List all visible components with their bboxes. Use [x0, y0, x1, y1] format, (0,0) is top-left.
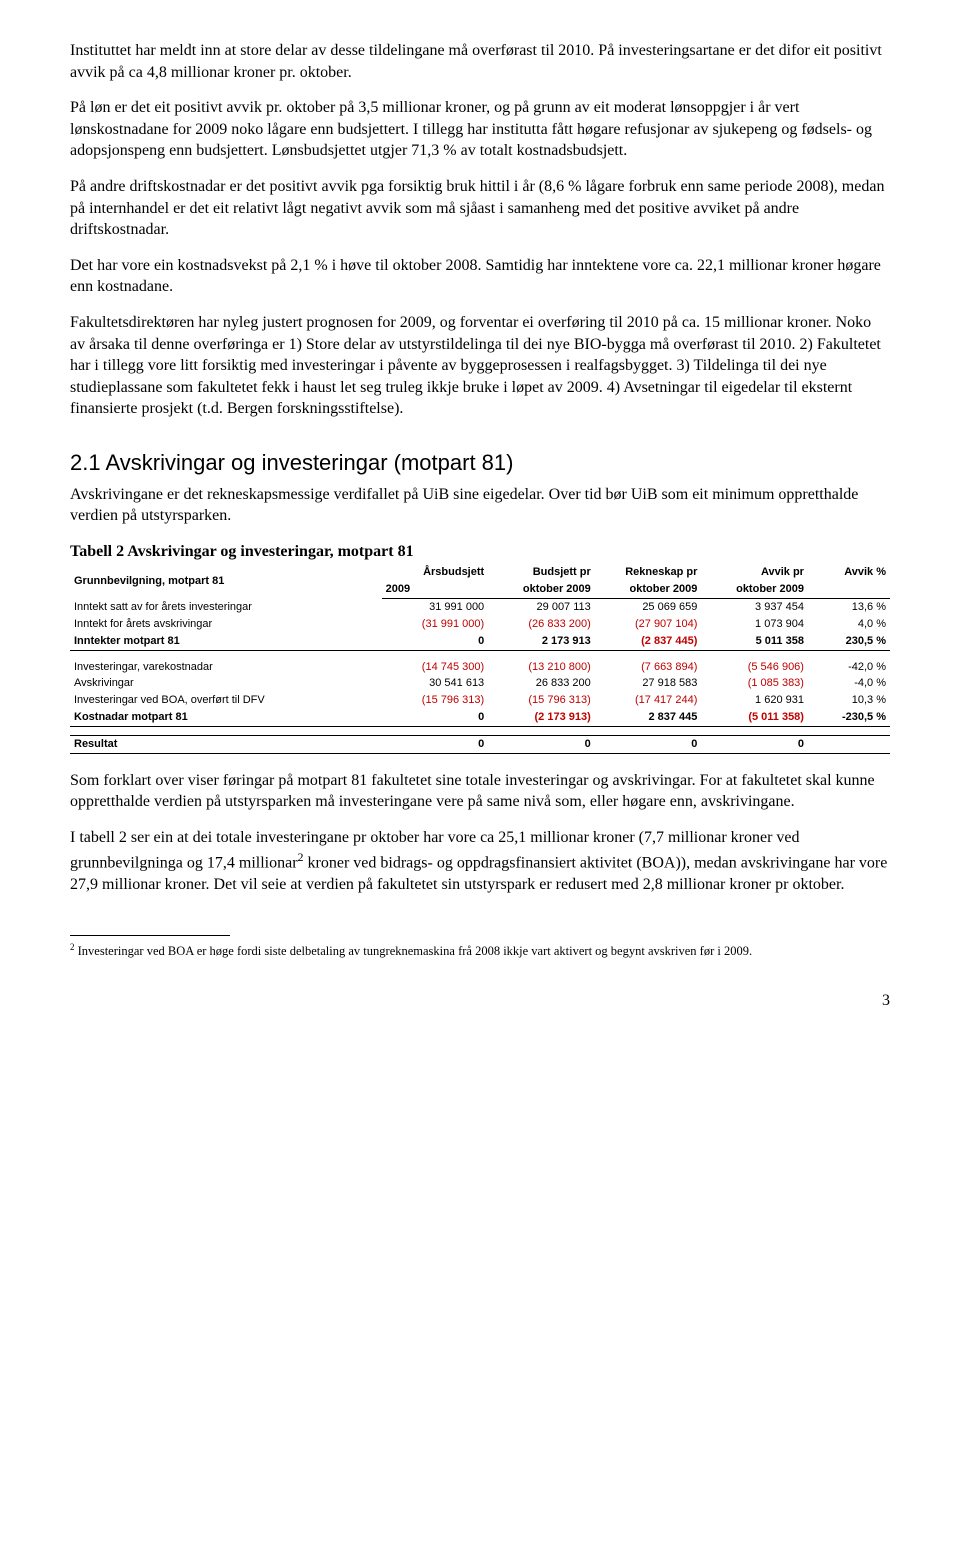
row-label: Investeringar, varekostnadar — [70, 659, 382, 676]
table-head-rowlabel: Grunnbevilgning, motpart 81 — [70, 564, 382, 598]
paragraph-6: Avskrivingane er det rekneskapsmessige v… — [70, 484, 890, 527]
cell: (31 991 000) — [382, 616, 489, 633]
cell: (17 417 244) — [595, 692, 702, 709]
cell: (5 546 906) — [701, 659, 808, 676]
paragraph-3: På andre driftskostnadar er det positivt… — [70, 176, 890, 241]
cell: 25 069 659 — [595, 599, 702, 616]
cell: 5 011 358 — [701, 633, 808, 650]
cell: (13 210 800) — [488, 659, 595, 676]
col-head: Avvik pr — [701, 564, 808, 581]
cell: 2 837 445 — [595, 709, 702, 726]
footnote-text: Investeringar ved BOA er høge fordi sist… — [75, 944, 753, 958]
cell: (15 796 313) — [382, 692, 489, 709]
cell: 1 073 904 — [701, 616, 808, 633]
cell — [808, 735, 890, 753]
cell: 3 937 454 — [701, 599, 808, 616]
section-heading: 2.1 Avskrivingar og investeringar (motpa… — [70, 448, 890, 478]
cell: 230,5 % — [808, 633, 890, 650]
cell: (14 745 300) — [382, 659, 489, 676]
footnote-separator — [70, 935, 230, 936]
row-label: Inntekt for årets avskrivingar — [70, 616, 382, 633]
cell: 13,6 % — [808, 599, 890, 616]
cell: (5 011 358) — [701, 709, 808, 726]
cell: 1 620 931 — [701, 692, 808, 709]
cell: -230,5 % — [808, 709, 890, 726]
cell: 4,0 % — [808, 616, 890, 633]
cell: 10,3 % — [808, 692, 890, 709]
row-label: Inntekter motpart 81 — [70, 633, 382, 650]
paragraph-2: På løn er det eit positivt avvik pr. okt… — [70, 97, 890, 162]
footnote: 2 Investeringar ved BOA er høge fordi si… — [70, 942, 890, 960]
row-label: Resultat — [70, 735, 382, 753]
paragraph-8: I tabell 2 ser ein at dei totale investe… — [70, 827, 890, 895]
col-sub: oktober 2009 — [595, 581, 702, 598]
col-sub: oktober 2009 — [488, 581, 595, 598]
page-number: 3 — [70, 990, 890, 1012]
cell: 0 — [382, 633, 489, 650]
cell: 31 991 000 — [382, 599, 489, 616]
paragraph-5: Fakultetsdirektøren har nyleg justert pr… — [70, 312, 890, 420]
col-head: Årsbudsjett — [382, 564, 489, 581]
cell: (2 837 445) — [595, 633, 702, 650]
cell: (2 173 913) — [488, 709, 595, 726]
cell: (26 833 200) — [488, 616, 595, 633]
col-sub: oktober 2009 — [701, 581, 808, 598]
cell: 0 — [382, 709, 489, 726]
cell: 29 007 113 — [488, 599, 595, 616]
cell: 26 833 200 — [488, 675, 595, 692]
cell: 0 — [382, 735, 489, 753]
table-title: Tabell 2 Avskrivingar og investeringar, … — [70, 541, 890, 563]
row-label: Investeringar ved BOA, overført til DFV — [70, 692, 382, 709]
cell: 0 — [595, 735, 702, 753]
col-head: Avvik % — [808, 564, 890, 581]
cell: -42,0 % — [808, 659, 890, 676]
cell: 0 — [488, 735, 595, 753]
paragraph-4: Det har vore ein kostnadsvekst på 2,1 % … — [70, 255, 890, 298]
col-sub — [808, 581, 890, 598]
row-label: Avskrivingar — [70, 675, 382, 692]
table-avskrivingar: Grunnbevilgning, motpart 81 Årsbudsjett … — [70, 564, 890, 753]
cell: 2 173 913 — [488, 633, 595, 650]
cell: (15 796 313) — [488, 692, 595, 709]
paragraph-7: Som forklart over viser føringar på motp… — [70, 770, 890, 813]
cell: 0 — [701, 735, 808, 753]
cell: -4,0 % — [808, 675, 890, 692]
col-head: Budsjett pr — [488, 564, 595, 581]
col-head: Rekneskap pr — [595, 564, 702, 581]
cell: (27 907 104) — [595, 616, 702, 633]
cell: 30 541 613 — [382, 675, 489, 692]
col-sub: 2009 — [382, 581, 489, 598]
cell: 27 918 583 — [595, 675, 702, 692]
cell: (7 663 894) — [595, 659, 702, 676]
cell: (1 085 383) — [701, 675, 808, 692]
row-label: Kostnadar motpart 81 — [70, 709, 382, 726]
paragraph-1: Instituttet har meldt inn at store delar… — [70, 40, 890, 83]
row-label: Inntekt satt av for årets investeringar — [70, 599, 382, 616]
